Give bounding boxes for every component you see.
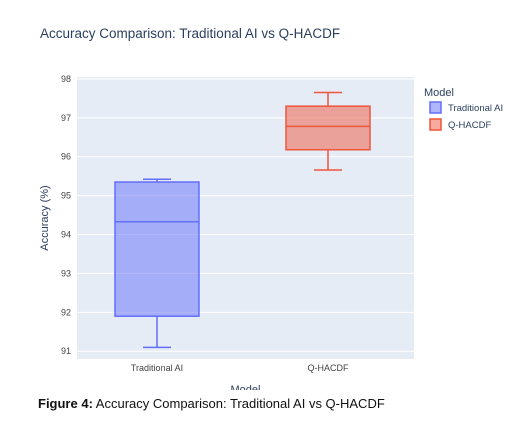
x-axis-title: Model	[231, 384, 261, 390]
caption-label: Figure 4:	[38, 396, 93, 411]
y-tick-label: 97	[61, 113, 71, 123]
iqr-box	[285, 105, 371, 151]
iqr-box	[114, 181, 200, 317]
accuracy-box-chart: Accuracy Comparison: Traditional AI vs Q…	[39, 26, 503, 390]
y-axis-title: Accuracy (%)	[39, 185, 51, 250]
y-tick-label: 93	[61, 268, 71, 278]
y-tick-label: 96	[61, 152, 71, 162]
chart-title: Accuracy Comparison: Traditional AI vs Q…	[40, 26, 340, 41]
legend-swatch	[429, 101, 442, 114]
x-tick-label: Q-HACDF	[308, 363, 349, 373]
plot-area: 91 92 93 94 95 96 97 98 Accuracy (%) Traditional …	[39, 74, 414, 390]
y-tick-label: 94	[61, 230, 71, 240]
box-q-hacdf	[285, 91, 371, 171]
y-tick-label: 95	[61, 191, 71, 201]
legend-title: Model	[424, 87, 454, 99]
legend: Model Traditional AI Q-HACDF	[424, 87, 503, 131]
legend-label: Traditional AI	[448, 103, 503, 114]
box-traditional-ai	[114, 178, 200, 349]
legend-label: Q-HACDF	[448, 120, 491, 131]
figure-caption: Figure 4: Accuracy Comparison: Tradition…	[38, 396, 385, 411]
y-tick-label: 98	[61, 74, 71, 84]
legend-swatch	[429, 118, 442, 131]
y-tick-label: 92	[61, 307, 71, 317]
caption-text: Accuracy Comparison: Traditional AI vs Q…	[92, 396, 385, 411]
y-tick-label: 91	[61, 346, 71, 356]
x-tick-label: Traditional AI	[131, 363, 183, 373]
